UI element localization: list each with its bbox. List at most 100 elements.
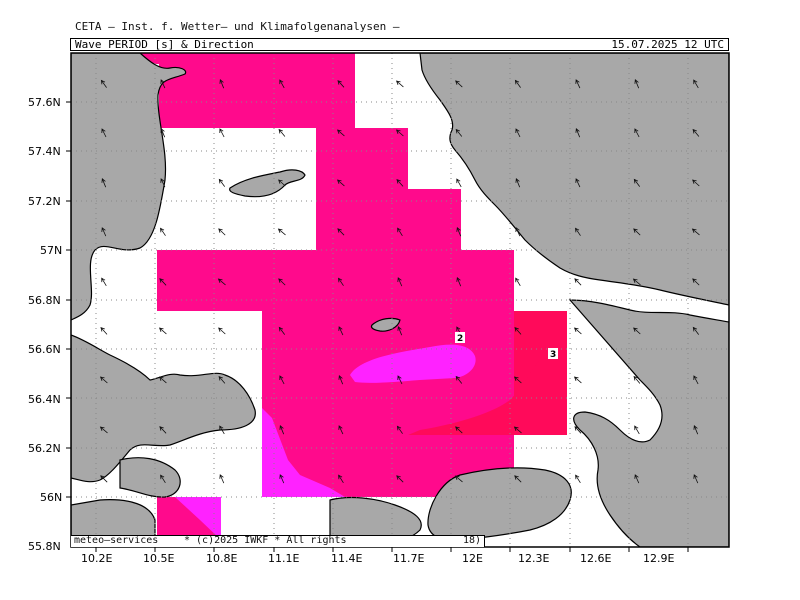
direction-arrow: [279, 79, 285, 89]
djursland-island: [119, 457, 181, 498]
direction-arrow: [515, 128, 521, 138]
direction-arrow: [160, 128, 166, 138]
direction-arrow: [100, 79, 107, 88]
direction-arrow: [693, 375, 699, 385]
direction-arrow: [217, 278, 226, 286]
direction-arrow: [101, 128, 107, 138]
direction-arrow: [338, 326, 344, 336]
contour-label-2: 2: [457, 334, 463, 344]
direction-arrow: [513, 426, 522, 434]
direction-arrow: [575, 227, 581, 236]
footer-provider: meteo—services: [74, 535, 159, 546]
direction-arrow: [338, 425, 344, 435]
direction-arrow: [160, 79, 166, 89]
direction-arrow: [514, 475, 522, 483]
direction-arrow: [337, 228, 345, 236]
axis-ticks: [66, 101, 689, 552]
direction-arrow: [101, 277, 107, 287]
direction-arrow: [278, 278, 286, 286]
footer-copyright: * (c)2025 IWKF * All rights: [184, 535, 347, 546]
copyright-footer: meteo—services * (c)2025 IWKF * All righ…: [71, 535, 485, 547]
direction-arrow: [692, 326, 700, 335]
direction-arrow: [455, 80, 463, 88]
parameter-bar: Wave PERIOD [s] & Direction 15.07.2025 1…: [70, 38, 729, 51]
x-tick-label: 12.3E: [518, 552, 549, 565]
y-tick-label: 55.8N: [28, 540, 61, 553]
direction-arrow: [634, 128, 640, 138]
direction-arrow: [692, 278, 700, 286]
direction-arrow: [455, 128, 463, 137]
y-tick-label: 57.2N: [28, 195, 61, 208]
direction-arrow: [515, 227, 521, 237]
direction-arrow: [218, 327, 226, 335]
institute-title: CETA — Inst. f. Wetter— und Klimafolgena…: [75, 20, 400, 33]
direction-arrow: [691, 228, 700, 236]
x-tick-label: 12.9E: [643, 552, 674, 565]
wave-direction-arrows: [99, 79, 700, 484]
direction-arrow: [160, 474, 166, 484]
jutland-north: [71, 53, 187, 321]
direction-arrow: [337, 80, 345, 88]
direction-arrow: [279, 375, 285, 385]
direction-arrow: [575, 79, 581, 89]
direction-arrow: [277, 228, 286, 236]
direction-arrow: [513, 376, 522, 384]
direction-arrow: [633, 327, 641, 335]
direction-arrow: [634, 474, 640, 484]
y-tick-label: 56.4N: [28, 393, 61, 406]
direction-arrow: [219, 474, 225, 484]
direction-arrow: [456, 277, 462, 287]
direction-arrow: [338, 277, 344, 286]
direction-arrow: [456, 178, 462, 188]
direction-arrow: [100, 475, 108, 483]
direction-arrow: [692, 128, 700, 137]
direction-arrow: [338, 474, 344, 484]
direction-arrow: [159, 426, 167, 434]
direction-arrow: [279, 425, 285, 435]
x-tick-label: 12.6E: [580, 552, 611, 565]
direction-arrow: [159, 278, 167, 286]
direction-arrow: [338, 375, 344, 385]
direction-arrow: [396, 425, 403, 434]
x-tick-label: 10.5E: [143, 552, 174, 565]
direction-arrow: [99, 376, 108, 384]
direction-arrow: [634, 79, 640, 89]
direction-arrow: [395, 129, 404, 137]
direction-arrow: [514, 326, 522, 335]
direction-arrow: [634, 425, 640, 435]
y-tick-label: 57.4N: [28, 145, 61, 158]
direction-arrow: [454, 475, 463, 483]
direction-arrow: [278, 179, 286, 187]
direction-arrow: [158, 327, 167, 335]
direction-arrow: [693, 474, 699, 484]
direction-arrow: [573, 327, 582, 335]
laeso-island: [229, 169, 306, 198]
direction-arrow: [633, 375, 641, 384]
direction-arrow: [218, 228, 226, 236]
direction-arrow: [573, 376, 582, 384]
direction-arrow: [455, 375, 463, 384]
sweden-south-coast: [568, 299, 729, 547]
direction-arrow: [397, 227, 403, 237]
x-tick-label: 11.4E: [331, 552, 362, 565]
x-tick-label: 10.8E: [206, 552, 237, 565]
x-tick-label: 12E: [462, 552, 483, 565]
jutland-east: [71, 334, 256, 483]
direction-arrow: [397, 277, 403, 287]
direction-arrow: [100, 326, 108, 335]
direction-arrow: [101, 178, 107, 188]
direction-arrow: [515, 178, 521, 188]
direction-arrow: [278, 128, 286, 137]
parameter-label: Wave PERIOD [s] & Direction: [75, 38, 254, 51]
direction-arrow: [160, 178, 166, 188]
direction-arrow: [101, 227, 107, 237]
y-tick-label: 56N: [40, 491, 62, 504]
direction-arrow: [99, 426, 108, 434]
direction-arrow: [693, 79, 699, 89]
direction-arrow: [218, 178, 226, 187]
direction-arrow: [396, 475, 404, 483]
direction-arrow: [633, 228, 641, 236]
x-tick-label: 11.7E: [393, 552, 424, 565]
